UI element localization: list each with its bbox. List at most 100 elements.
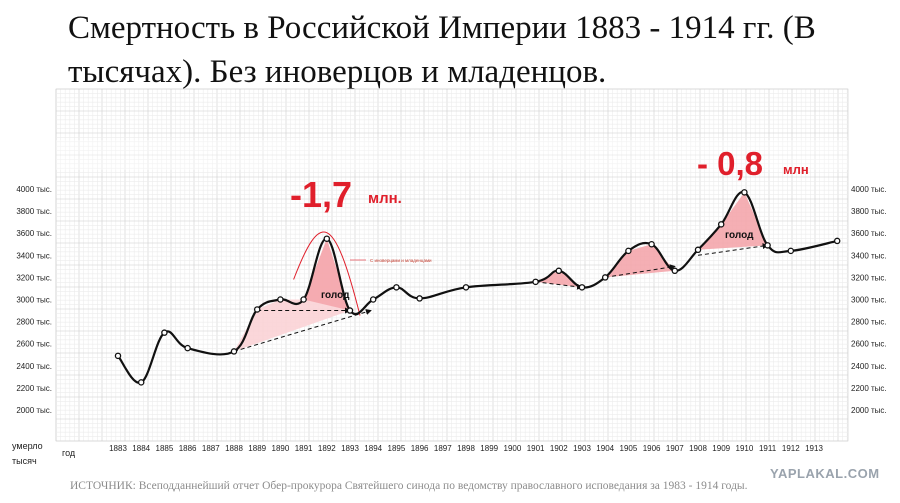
y-tick-label: 3600 тыс. [16,229,52,238]
y-tick-label-right: 2800 тыс. [851,318,887,327]
y-tick-label-right: 4000 тыс. [851,185,887,194]
y-axis-title: умерло [12,441,43,451]
x-tick-label: 1898 [457,444,475,453]
data-point [601,274,609,281]
y-tick-label: 2000 тыс. [16,406,52,415]
data-point [369,296,377,303]
x-tick-label: 1900 [504,444,522,453]
data-point [277,296,284,303]
excess-shading [234,192,768,352]
x-tick-label: 1908 [689,444,707,453]
x-tick-label: 1892 [318,444,336,453]
data-point [717,221,725,228]
data-point [741,189,748,196]
x-tick-label: 1888 [225,444,243,453]
excess-1911-label: - 0,8 [697,145,763,182]
chart-grid [55,88,849,442]
trend-arrow-1904 [605,264,676,278]
y-tick-label-right: 3000 тыс. [851,296,887,305]
y-tick-label-right: 3600 тыс. [851,229,887,238]
y-tick-label-right: 2200 тыс. [851,384,887,393]
grid-band [56,140,848,170]
excess-1892-unit: млн. [368,190,402,207]
y-tick-label: 4000 тыс. [16,185,52,194]
x-tick-label: 1897 [434,444,452,453]
data-point [161,329,168,336]
y-axis-title-2: тысяч [12,456,37,466]
data-point [230,348,238,355]
y-tick-label: 3000 тыс. [16,296,52,305]
y-tick-label-right: 3800 тыс. [851,207,887,216]
data-points [114,189,841,386]
x-tick-label: 1909 [712,444,730,453]
x-tick-label: 1885 [156,444,174,453]
data-point [555,267,563,275]
x-tick-label: 1907 [666,444,684,453]
y-axis-left: 4000 тыс. 3800 тыс. 3600 тыс. 3400 тыс. 3200… [16,185,52,415]
y-tick-label-right: 2600 тыс. [851,340,887,349]
x-tick-label: 1906 [643,444,661,453]
data-point [787,247,795,255]
x-tick-label: 1894 [364,444,382,453]
excess-1911-unit: млн [783,162,809,177]
x-tick-label: 1913 [805,444,823,453]
x-tick-label: 1901 [527,444,545,453]
outer-curve-1892 [293,231,361,316]
shade-1892-famine [303,238,350,311]
y-tick-label: 2800 тыс. [16,318,52,327]
data-point [300,296,307,303]
famine-label-1892: голод [321,290,350,301]
chart-title: Смертность в Российской Империи 1883 - 1… [68,10,816,90]
x-tick-label: 1899 [480,444,498,453]
trend-arrow-1901 [535,281,583,290]
data-point [694,246,702,254]
x-tick-label: 1887 [202,444,220,453]
y-tick-label: 3800 тыс. [16,207,52,216]
data-point [833,237,841,245]
watermark: YAPLAKAL.COM [770,466,880,481]
y-tick-label: 3400 тыс. [16,251,52,260]
data-point [346,307,354,314]
trend-arrow-1888 [233,309,372,352]
excess-1892-label: -1,7 [290,174,352,215]
x-tick-label: 1884 [132,444,150,453]
x-tick-label: 1902 [550,444,568,453]
data-point [462,284,470,291]
x-tick-label: 1911 [759,444,777,453]
y-tick-label: 2600 тыс. [16,340,52,349]
x-tick-label: 1890 [272,444,290,453]
x-tick-label: 1904 [596,444,614,453]
y-tick-label-right: 2000 тыс. [851,406,887,415]
y-tick-label-right: 3400 тыс. [851,251,887,260]
x-axis: 1883 1884 1885 1886 1887 1888 1889 1890 1891 1892… [12,441,823,466]
x-tick-label: 1905 [620,444,638,453]
famine-label-1910: голод [725,230,754,241]
trend-arrows [233,243,769,352]
x-tick-label: 1903 [573,444,591,453]
data-point [764,242,771,249]
x-axis-title: год [62,448,76,458]
y-tick-label: 3200 тыс. [16,273,52,282]
data-point [648,240,655,248]
annotations: -1,7 млн. - 0,8 млн голод голод С иноверцами и… [290,145,809,301]
data-point [253,306,261,313]
data-point [137,379,145,386]
y-axis-right: 4000 тыс. 3800 тыс. 3600 тыс. 3400 тыс. 3200… [851,185,887,415]
trend-arrow-1908 [697,243,769,256]
x-tick-label: 1891 [295,444,313,453]
data-point [184,344,191,352]
x-tick-label: 1886 [179,444,197,453]
data-point [532,278,539,286]
data-point [114,352,122,360]
small-note: С иноверцами и младенцами [370,258,432,263]
x-tick-label: 1896 [411,444,429,453]
data-point [416,295,423,302]
data-point [393,284,400,291]
x-tick-label: 1883 [109,444,127,453]
x-tick-label: 1895 [388,444,406,453]
x-tick-label: 1889 [248,444,266,453]
shade-1910-famine [698,192,768,250]
shade-1902 [535,270,582,288]
y-tick-label: 2200 тыс. [16,384,52,393]
